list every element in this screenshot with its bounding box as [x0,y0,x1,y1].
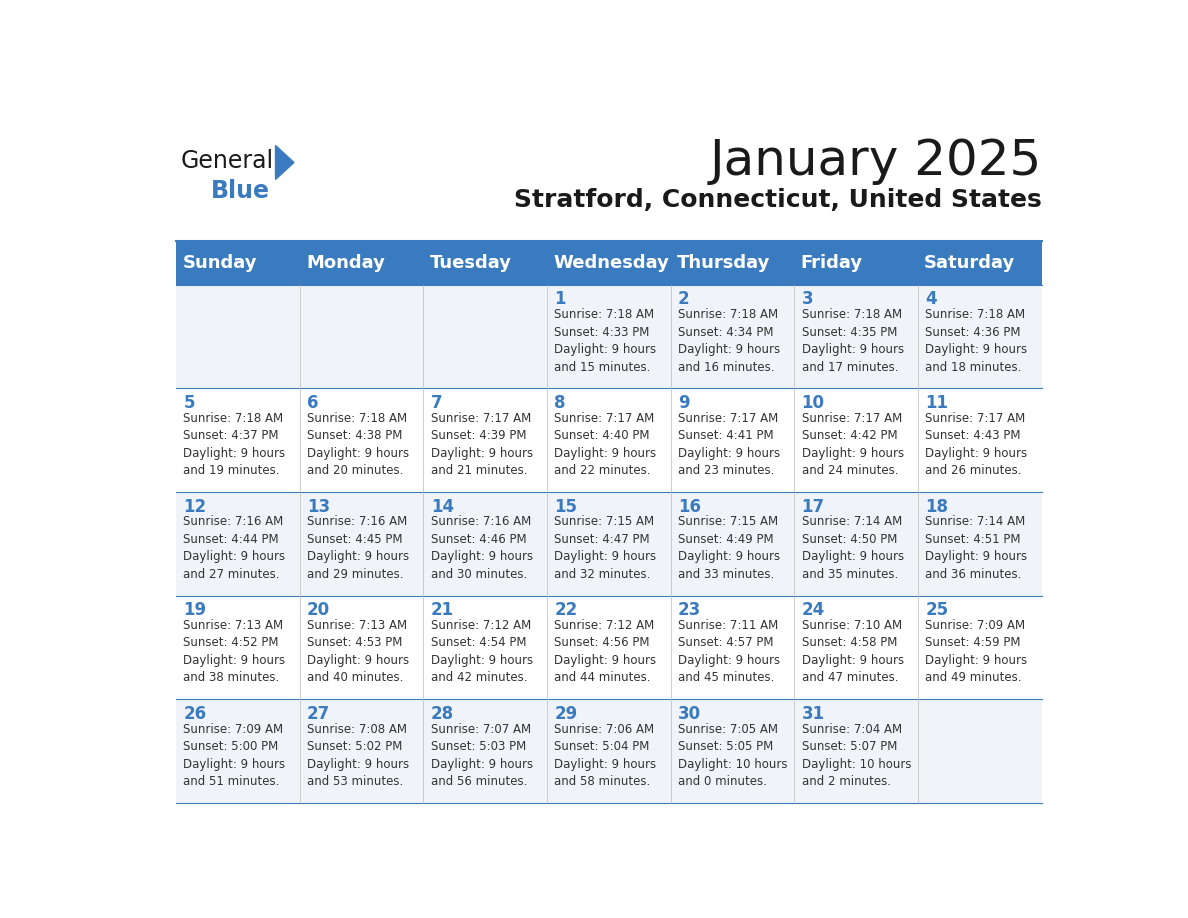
Text: 14: 14 [431,498,454,516]
Text: Sunrise: 7:14 AM
Sunset: 4:51 PM
Daylight: 9 hours
and 36 minutes.: Sunrise: 7:14 AM Sunset: 4:51 PM Dayligh… [925,515,1028,581]
Text: Sunrise: 7:15 AM
Sunset: 4:49 PM
Daylight: 9 hours
and 33 minutes.: Sunrise: 7:15 AM Sunset: 4:49 PM Dayligh… [678,515,781,581]
Text: 17: 17 [802,498,824,516]
Text: Sunrise: 7:04 AM
Sunset: 5:07 PM
Daylight: 10 hours
and 2 minutes.: Sunrise: 7:04 AM Sunset: 5:07 PM Dayligh… [802,722,911,788]
Text: 4: 4 [925,290,937,308]
Text: 31: 31 [802,705,824,722]
Text: Sunrise: 7:12 AM
Sunset: 4:56 PM
Daylight: 9 hours
and 44 minutes.: Sunrise: 7:12 AM Sunset: 4:56 PM Dayligh… [555,619,657,685]
Text: Saturday: Saturday [924,254,1016,272]
Text: 11: 11 [925,394,948,412]
Text: 21: 21 [431,601,454,620]
Text: 6: 6 [308,394,318,412]
Text: Monday: Monday [307,254,385,272]
Text: 25: 25 [925,601,948,620]
Text: January 2025: January 2025 [709,137,1042,185]
Text: Sunrise: 7:13 AM
Sunset: 4:53 PM
Daylight: 9 hours
and 40 minutes.: Sunrise: 7:13 AM Sunset: 4:53 PM Dayligh… [308,619,409,685]
Text: 9: 9 [678,394,690,412]
Text: 22: 22 [555,601,577,620]
Text: Sunrise: 7:14 AM
Sunset: 4:50 PM
Daylight: 9 hours
and 35 minutes.: Sunrise: 7:14 AM Sunset: 4:50 PM Dayligh… [802,515,904,581]
Text: Sunrise: 7:12 AM
Sunset: 4:54 PM
Daylight: 9 hours
and 42 minutes.: Sunrise: 7:12 AM Sunset: 4:54 PM Dayligh… [431,619,533,685]
Text: Tuesday: Tuesday [430,254,512,272]
Text: Sunrise: 7:18 AM
Sunset: 4:38 PM
Daylight: 9 hours
and 20 minutes.: Sunrise: 7:18 AM Sunset: 4:38 PM Dayligh… [308,411,409,477]
Text: Sunrise: 7:17 AM
Sunset: 4:41 PM
Daylight: 9 hours
and 23 minutes.: Sunrise: 7:17 AM Sunset: 4:41 PM Dayligh… [678,411,781,477]
Text: 5: 5 [183,394,195,412]
Text: Sunrise: 7:18 AM
Sunset: 4:34 PM
Daylight: 9 hours
and 16 minutes.: Sunrise: 7:18 AM Sunset: 4:34 PM Dayligh… [678,308,781,374]
Text: 26: 26 [183,705,207,722]
Text: 12: 12 [183,498,207,516]
Text: Sunrise: 7:18 AM
Sunset: 4:35 PM
Daylight: 9 hours
and 17 minutes.: Sunrise: 7:18 AM Sunset: 4:35 PM Dayligh… [802,308,904,374]
Text: Sunrise: 7:13 AM
Sunset: 4:52 PM
Daylight: 9 hours
and 38 minutes.: Sunrise: 7:13 AM Sunset: 4:52 PM Dayligh… [183,619,285,685]
Text: Sunrise: 7:17 AM
Sunset: 4:42 PM
Daylight: 9 hours
and 24 minutes.: Sunrise: 7:17 AM Sunset: 4:42 PM Dayligh… [802,411,904,477]
Text: 19: 19 [183,601,207,620]
Text: Sunrise: 7:18 AM
Sunset: 4:37 PM
Daylight: 9 hours
and 19 minutes.: Sunrise: 7:18 AM Sunset: 4:37 PM Dayligh… [183,411,285,477]
Text: Sunrise: 7:18 AM
Sunset: 4:36 PM
Daylight: 9 hours
and 18 minutes.: Sunrise: 7:18 AM Sunset: 4:36 PM Dayligh… [925,308,1028,374]
FancyBboxPatch shape [176,492,1042,596]
Text: 30: 30 [678,705,701,722]
Text: 1: 1 [555,290,565,308]
Text: Friday: Friday [801,254,862,272]
Text: 8: 8 [555,394,565,412]
FancyBboxPatch shape [176,388,1042,492]
Text: 3: 3 [802,290,814,308]
Text: Sunrise: 7:17 AM
Sunset: 4:39 PM
Daylight: 9 hours
and 21 minutes.: Sunrise: 7:17 AM Sunset: 4:39 PM Dayligh… [431,411,533,477]
Polygon shape [276,145,293,179]
Text: 7: 7 [431,394,442,412]
Text: 13: 13 [308,498,330,516]
Text: 24: 24 [802,601,824,620]
FancyBboxPatch shape [176,700,1042,803]
Text: Sunrise: 7:08 AM
Sunset: 5:02 PM
Daylight: 9 hours
and 53 minutes.: Sunrise: 7:08 AM Sunset: 5:02 PM Dayligh… [308,722,409,788]
Text: 15: 15 [555,498,577,516]
Text: Sunrise: 7:06 AM
Sunset: 5:04 PM
Daylight: 9 hours
and 58 minutes.: Sunrise: 7:06 AM Sunset: 5:04 PM Dayligh… [555,722,657,788]
Text: Sunrise: 7:05 AM
Sunset: 5:05 PM
Daylight: 10 hours
and 0 minutes.: Sunrise: 7:05 AM Sunset: 5:05 PM Dayligh… [678,722,788,788]
Text: 18: 18 [925,498,948,516]
Text: 23: 23 [678,601,701,620]
Text: 10: 10 [802,394,824,412]
Text: Sunrise: 7:16 AM
Sunset: 4:44 PM
Daylight: 9 hours
and 27 minutes.: Sunrise: 7:16 AM Sunset: 4:44 PM Dayligh… [183,515,285,581]
Text: 28: 28 [431,705,454,722]
Text: Wednesday: Wednesday [554,254,669,272]
FancyBboxPatch shape [176,596,1042,700]
Text: Sunrise: 7:07 AM
Sunset: 5:03 PM
Daylight: 9 hours
and 56 minutes.: Sunrise: 7:07 AM Sunset: 5:03 PM Dayligh… [431,722,533,788]
Text: 27: 27 [308,705,330,722]
Text: Stratford, Connecticut, United States: Stratford, Connecticut, United States [514,188,1042,212]
Text: Sunrise: 7:16 AM
Sunset: 4:46 PM
Daylight: 9 hours
and 30 minutes.: Sunrise: 7:16 AM Sunset: 4:46 PM Dayligh… [431,515,533,581]
Text: Blue: Blue [211,179,270,204]
Text: Sunrise: 7:18 AM
Sunset: 4:33 PM
Daylight: 9 hours
and 15 minutes.: Sunrise: 7:18 AM Sunset: 4:33 PM Dayligh… [555,308,657,374]
Text: Sunrise: 7:09 AM
Sunset: 5:00 PM
Daylight: 9 hours
and 51 minutes.: Sunrise: 7:09 AM Sunset: 5:00 PM Dayligh… [183,722,285,788]
Text: Thursday: Thursday [677,254,770,272]
Text: Sunrise: 7:11 AM
Sunset: 4:57 PM
Daylight: 9 hours
and 45 minutes.: Sunrise: 7:11 AM Sunset: 4:57 PM Dayligh… [678,619,781,685]
Text: 20: 20 [308,601,330,620]
Text: Sunrise: 7:09 AM
Sunset: 4:59 PM
Daylight: 9 hours
and 49 minutes.: Sunrise: 7:09 AM Sunset: 4:59 PM Dayligh… [925,619,1028,685]
FancyBboxPatch shape [176,285,1042,388]
Text: General: General [181,149,274,173]
Text: Sunrise: 7:16 AM
Sunset: 4:45 PM
Daylight: 9 hours
and 29 minutes.: Sunrise: 7:16 AM Sunset: 4:45 PM Dayligh… [308,515,409,581]
Text: 29: 29 [555,705,577,722]
Text: 16: 16 [678,498,701,516]
Text: Sunrise: 7:10 AM
Sunset: 4:58 PM
Daylight: 9 hours
and 47 minutes.: Sunrise: 7:10 AM Sunset: 4:58 PM Dayligh… [802,619,904,685]
Text: Sunrise: 7:15 AM
Sunset: 4:47 PM
Daylight: 9 hours
and 32 minutes.: Sunrise: 7:15 AM Sunset: 4:47 PM Dayligh… [555,515,657,581]
Text: Sunrise: 7:17 AM
Sunset: 4:40 PM
Daylight: 9 hours
and 22 minutes.: Sunrise: 7:17 AM Sunset: 4:40 PM Dayligh… [555,411,657,477]
Text: Sunday: Sunday [182,254,257,272]
Text: 2: 2 [678,290,690,308]
Text: Sunrise: 7:17 AM
Sunset: 4:43 PM
Daylight: 9 hours
and 26 minutes.: Sunrise: 7:17 AM Sunset: 4:43 PM Dayligh… [925,411,1028,477]
FancyBboxPatch shape [176,241,1042,285]
